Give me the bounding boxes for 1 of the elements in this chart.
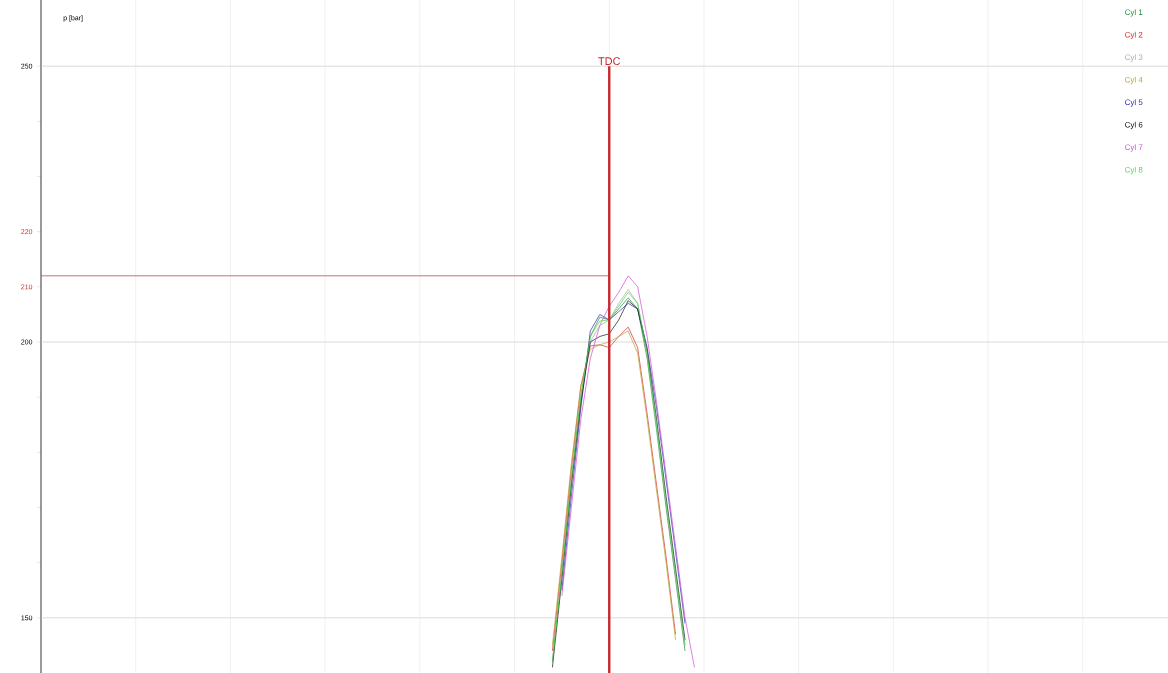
annotation: TDC: [598, 57, 621, 65]
